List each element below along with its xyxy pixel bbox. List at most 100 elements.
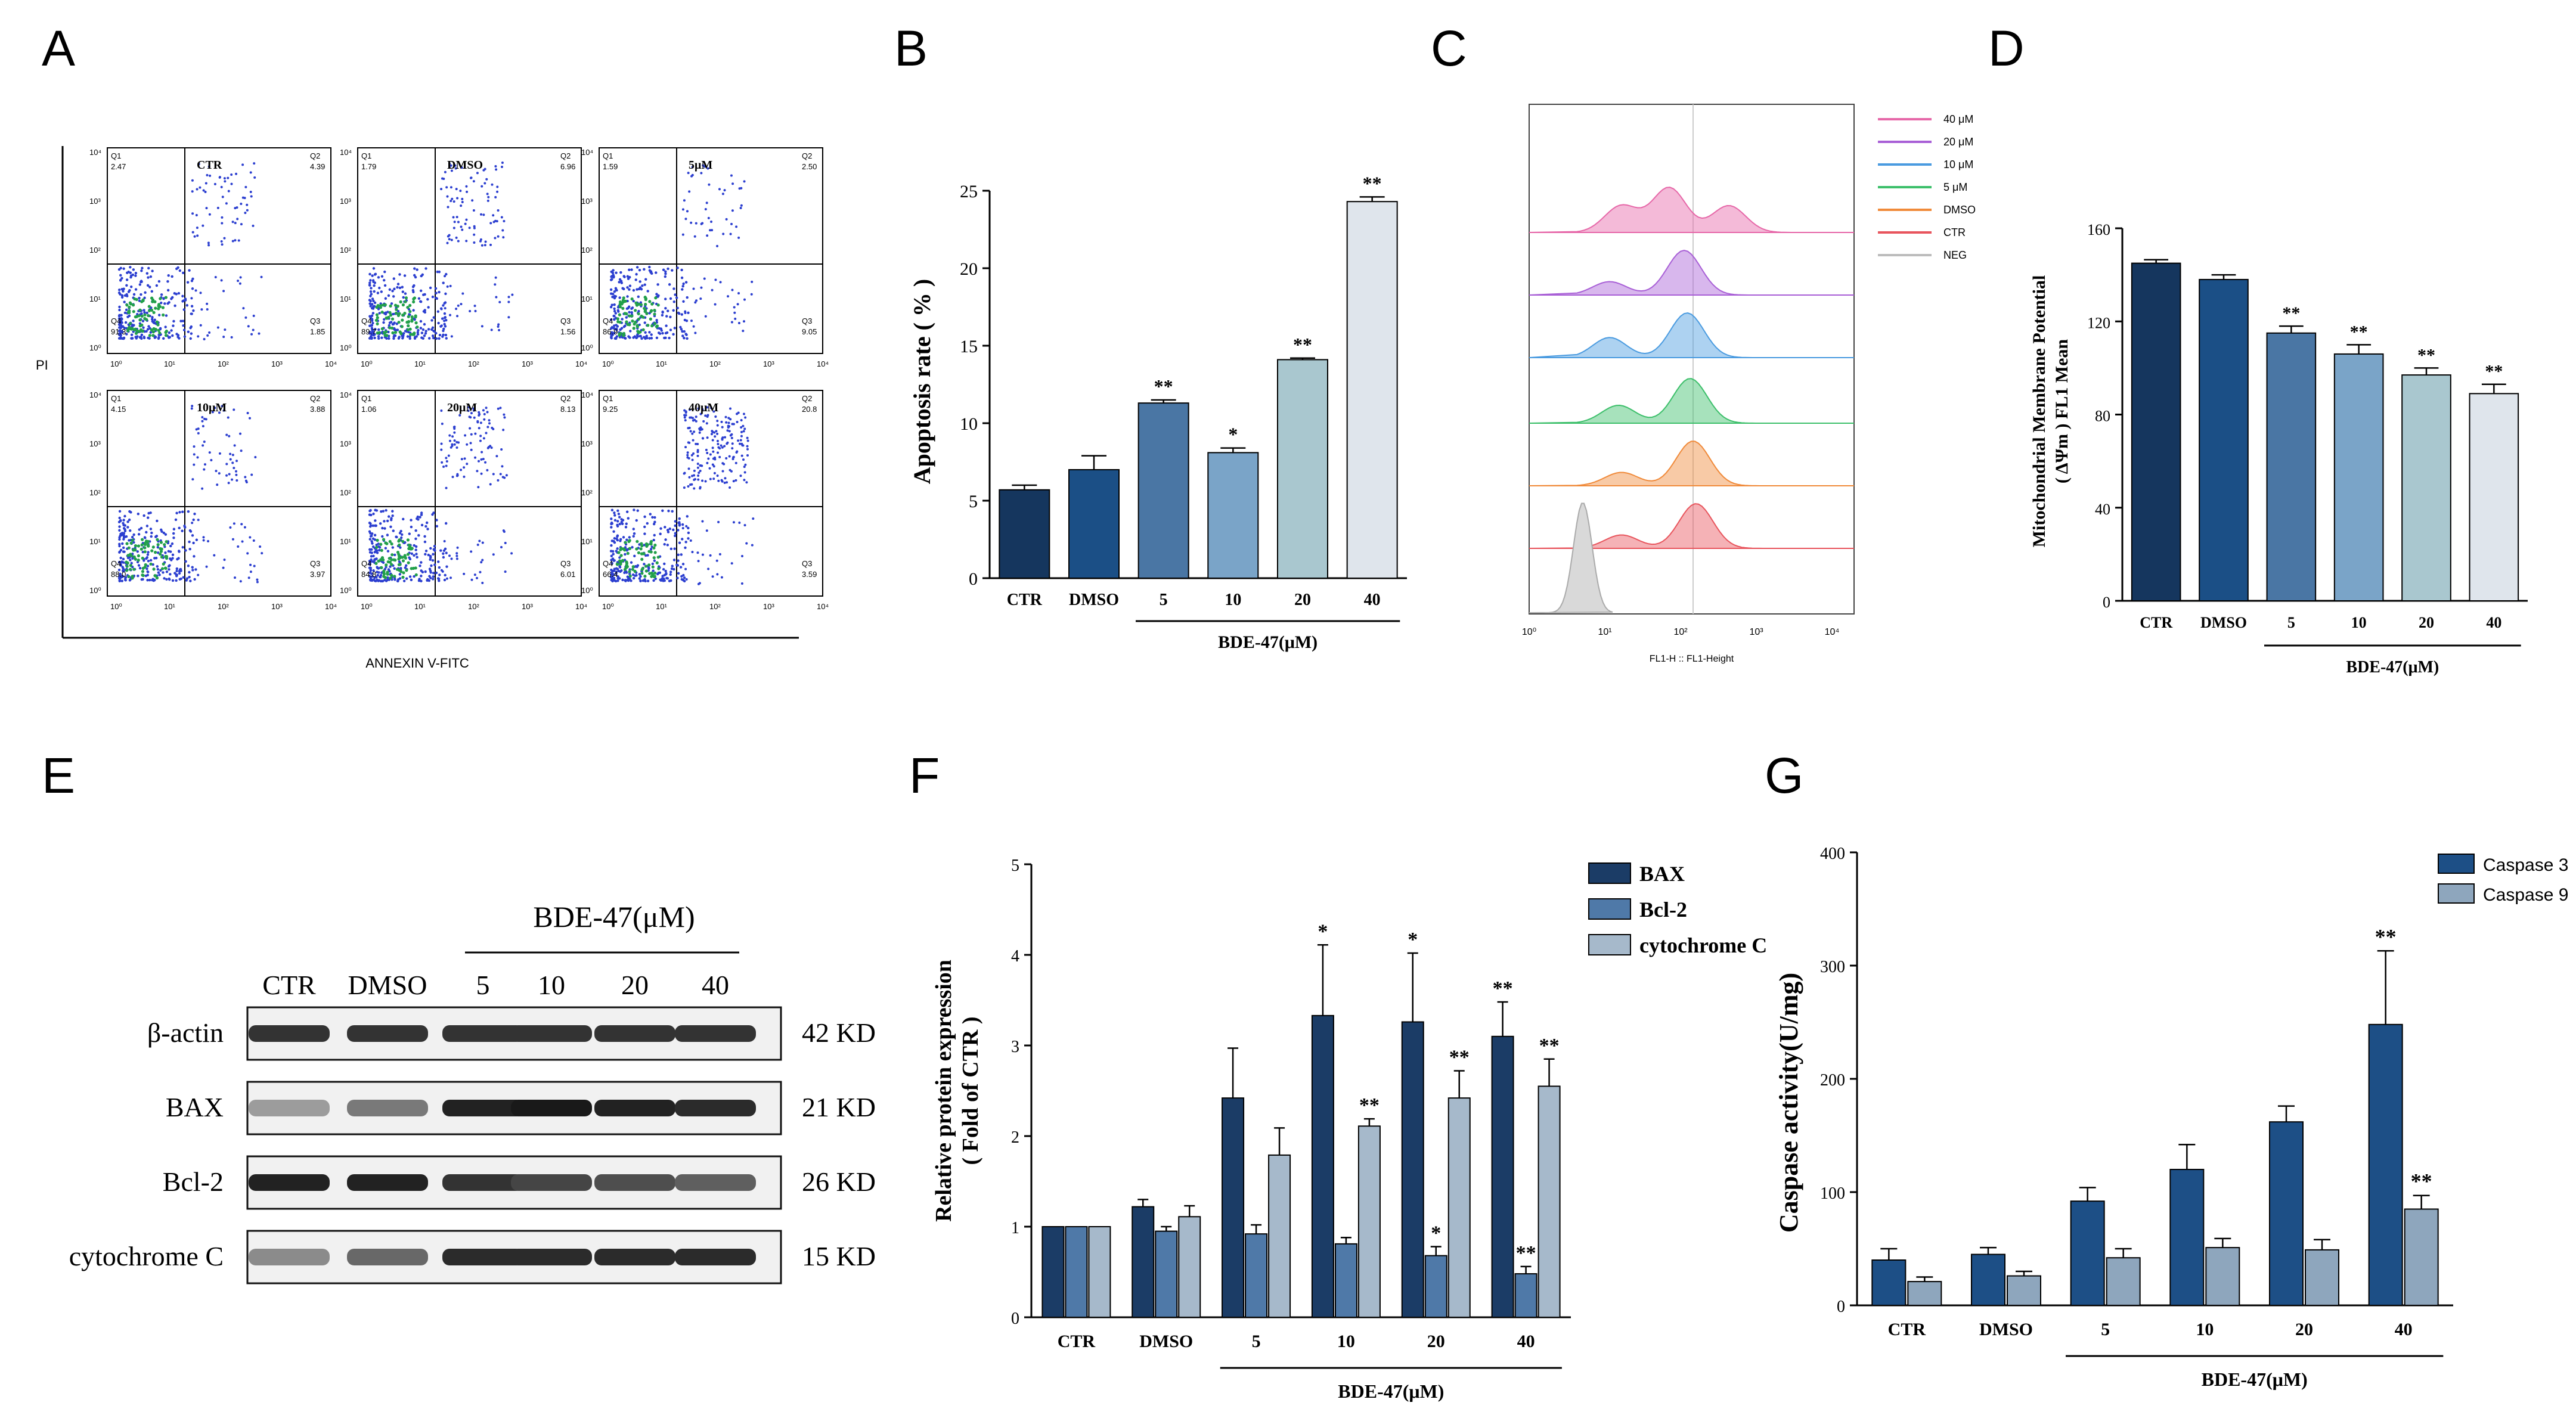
significance-marker: ** (1449, 1047, 1470, 1069)
dot (124, 576, 128, 579)
dot (423, 334, 426, 337)
q1-label: Q1 (603, 394, 613, 403)
dense-dot (137, 544, 140, 548)
dot (635, 519, 638, 522)
dot (237, 239, 240, 242)
dot (402, 332, 405, 335)
dot (710, 407, 713, 409)
dot (204, 418, 207, 421)
dot (697, 560, 700, 563)
dot (450, 238, 453, 241)
x-tick-label: 40 (1517, 1332, 1535, 1351)
dot (190, 332, 193, 335)
dot (490, 446, 493, 449)
dot (718, 455, 721, 458)
dot (485, 407, 488, 409)
dense-dot (617, 551, 621, 554)
dot (172, 528, 176, 530)
dot (438, 290, 441, 294)
dot (252, 224, 255, 227)
dot (680, 328, 683, 331)
dot (472, 409, 475, 412)
dot (625, 538, 628, 541)
dot (727, 421, 730, 424)
x-tick-label: 10⁰ (361, 359, 373, 368)
dense-dot (129, 302, 132, 306)
dot (699, 426, 702, 429)
dot (368, 551, 372, 554)
dot (229, 526, 232, 529)
dot (638, 268, 641, 272)
dense-dot (151, 545, 155, 549)
dot (484, 240, 487, 243)
dot (505, 474, 508, 477)
dot (123, 529, 127, 533)
dot (416, 268, 419, 271)
dot (227, 482, 230, 485)
dense-dot (156, 323, 160, 327)
dense-dot (636, 539, 639, 544)
dot (193, 555, 196, 558)
q1-value: 9.25 (603, 405, 618, 414)
dot (218, 472, 221, 475)
dot (420, 561, 423, 564)
dot (148, 578, 151, 582)
significance-marker: ** (1154, 376, 1173, 397)
dense-dot (401, 559, 405, 563)
dot (498, 328, 501, 331)
dot (208, 213, 211, 216)
dot (247, 576, 250, 579)
dot (692, 419, 695, 422)
dot (249, 171, 252, 174)
dot (429, 547, 432, 550)
y-tick-label: 0 (969, 569, 978, 589)
dense-dot (403, 312, 407, 315)
dot (704, 207, 707, 210)
dot (701, 479, 704, 482)
dot (410, 525, 413, 529)
dot (238, 282, 241, 285)
dot (474, 309, 477, 312)
dot (641, 579, 645, 582)
dot (220, 279, 223, 282)
dot (718, 447, 721, 450)
dot (683, 486, 686, 489)
dot (208, 451, 211, 454)
dot (413, 544, 416, 547)
dot (383, 284, 387, 287)
panel-label-a: A (42, 20, 75, 76)
dot (615, 288, 618, 292)
dot (444, 307, 447, 310)
dot (711, 288, 714, 291)
dot (620, 569, 623, 572)
dot (140, 578, 144, 581)
dot (681, 284, 684, 288)
dot (424, 525, 427, 528)
y-tick-label: 10⁰ (581, 343, 593, 352)
dense-dot (153, 574, 157, 578)
x-tick-label: DMSO (1979, 1320, 2033, 1339)
dot (450, 335, 453, 338)
dot (443, 540, 446, 543)
dot (681, 233, 684, 236)
dot (406, 335, 410, 338)
dot (453, 431, 456, 434)
dense-dot (637, 317, 640, 321)
dot (209, 174, 212, 177)
dot (687, 485, 690, 488)
dense-dot (159, 547, 162, 551)
dot (128, 579, 132, 582)
dot (178, 526, 181, 530)
dot (709, 453, 712, 456)
dot (117, 337, 121, 340)
dot (723, 189, 726, 192)
dot (236, 218, 239, 221)
dot (613, 303, 616, 306)
dot (497, 323, 500, 326)
dot (676, 266, 679, 269)
dot (389, 525, 392, 528)
dot-cloud (117, 405, 264, 584)
dot (184, 560, 187, 563)
dot (377, 579, 380, 582)
y-tick-label: 10⁴ (340, 148, 352, 157)
